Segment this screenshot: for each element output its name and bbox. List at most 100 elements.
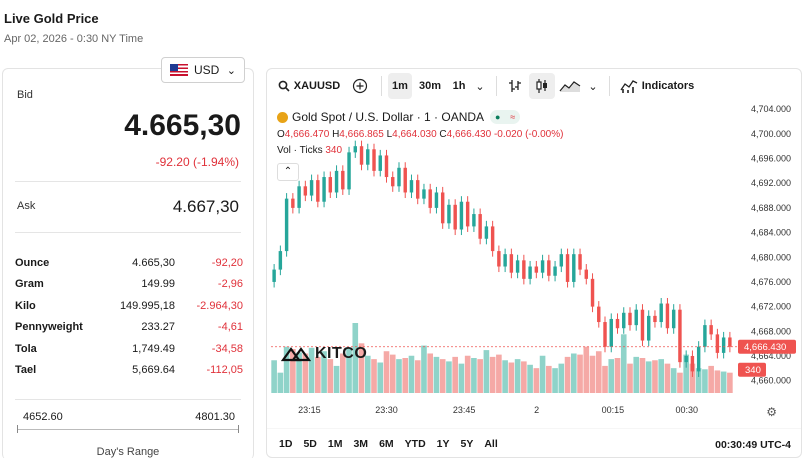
volume-bar (564, 356, 571, 393)
volume-bar (308, 347, 315, 393)
volume-bar (358, 343, 365, 393)
candle-body (278, 251, 283, 270)
close-label: C (439, 129, 447, 140)
volume-bar (695, 368, 702, 393)
candle-body (578, 254, 582, 270)
volume-bar (433, 356, 440, 393)
unit-change: -34,58 (211, 342, 243, 355)
volume-bar (558, 363, 565, 393)
range-6m[interactable]: 6M (379, 438, 394, 450)
symbol-search[interactable]: XAUUSD (273, 73, 345, 99)
range-5d[interactable]: 5D (303, 438, 317, 450)
volume-bar (458, 363, 465, 393)
volume-bar (377, 362, 384, 393)
candle-body (403, 167, 407, 193)
candle-body (434, 192, 439, 208)
range-1m[interactable]: 1M (327, 438, 343, 450)
volume-bar (296, 352, 302, 393)
chevron-up-icon: ⌃ (283, 166, 293, 177)
volume-bar (652, 360, 658, 393)
volume-bar (664, 363, 671, 393)
kitco-logo-icon (281, 347, 311, 362)
range-1y[interactable]: 1Y (436, 438, 450, 450)
candle-body (715, 334, 720, 353)
volume-bar (389, 354, 396, 393)
interval-30m[interactable]: 30m (418, 80, 442, 92)
volume-bar (708, 365, 714, 393)
candle-body (721, 337, 726, 353)
candle-body (284, 198, 289, 252)
volume-bar (720, 371, 727, 393)
range-bar (17, 429, 239, 430)
interval-1h[interactable]: 1h (452, 80, 466, 92)
interval-dropdown[interactable]: ⌄ (472, 73, 488, 99)
candle-body (703, 325, 707, 347)
volume-bar (533, 368, 540, 393)
interval-1m[interactable]: 1m (388, 73, 412, 99)
candle-body (316, 180, 320, 202)
area-chart-icon (559, 81, 581, 92)
candle-body (509, 254, 514, 273)
range-3m[interactable]: 3M (353, 438, 369, 450)
currency-select[interactable]: USD ⌄ (161, 57, 245, 83)
volume-bar (595, 351, 602, 393)
candle-body (590, 278, 595, 307)
style-dropdown[interactable]: ⌄ (585, 73, 601, 99)
last-price-label: 4,666.430 (744, 342, 786, 353)
candle-body (428, 189, 432, 208)
y-tick-label: 4,696.000 (751, 154, 791, 164)
candle-body (453, 204, 457, 230)
area-style-button[interactable] (557, 73, 583, 99)
volume-bar (627, 363, 633, 393)
open-value: 4,666.470 (284, 129, 330, 140)
x-tick-label: 2 (534, 405, 539, 415)
candle-body (709, 325, 713, 335)
volume-bar (620, 334, 627, 393)
candle-body (522, 260, 526, 279)
timestamp: Apr 02, 2026 - 0:30 NY Time (4, 33, 144, 45)
volume-bar (477, 359, 483, 393)
range-1d[interactable]: 1D (279, 438, 293, 450)
indicators-button[interactable]: Indicators (616, 73, 698, 99)
settings-icon[interactable]: ⚙ (766, 405, 777, 419)
volume-bar (439, 359, 446, 393)
unit-value: 149.995,18 (119, 299, 175, 312)
candles-button[interactable] (529, 73, 555, 99)
volume-bar (452, 356, 458, 393)
candle-body (515, 260, 520, 273)
open-label: O (277, 129, 285, 140)
unit-name: Kilo (15, 299, 36, 312)
indicators-icon (620, 80, 637, 93)
unit-value: 4.665,30 (132, 256, 175, 269)
y-tick-label: 4,664.000 (751, 351, 791, 361)
range-5y[interactable]: 5Y (460, 438, 474, 450)
candle-body (584, 269, 589, 279)
unit-change: -2.964,30 (196, 299, 243, 312)
candle-body (384, 155, 389, 178)
candle-body (678, 309, 682, 363)
candle-body (497, 251, 501, 267)
volume-bar (577, 354, 583, 393)
bars-icon (509, 80, 521, 92)
divider (381, 76, 382, 96)
candle-body (372, 149, 376, 171)
candle-body (459, 201, 464, 230)
compare-button[interactable] (347, 73, 373, 99)
candle-body (659, 303, 663, 323)
bar-style-button[interactable] (503, 73, 527, 99)
candle-body (378, 155, 382, 171)
y-tick-label: 4,680.000 (751, 252, 791, 262)
volume-bar (339, 353, 346, 393)
collapse-legend-button[interactable]: ⌃ (277, 163, 299, 181)
wave-icon: ≈ (510, 112, 516, 122)
volume-bar (508, 362, 515, 393)
volume-bar (670, 368, 677, 393)
range-all[interactable]: All (484, 438, 498, 450)
x-tick-label: 00:30 (676, 405, 699, 415)
unit-change: -2,96 (217, 278, 243, 291)
volume-bar (658, 359, 665, 393)
range-ytd[interactable]: YTD (404, 438, 426, 450)
price-chart[interactable]: 4,704.000 4,700.000 4,696.000 4,692.000 4,68… (267, 103, 802, 429)
candle-body (334, 170, 339, 193)
volume-bar (552, 368, 558, 393)
